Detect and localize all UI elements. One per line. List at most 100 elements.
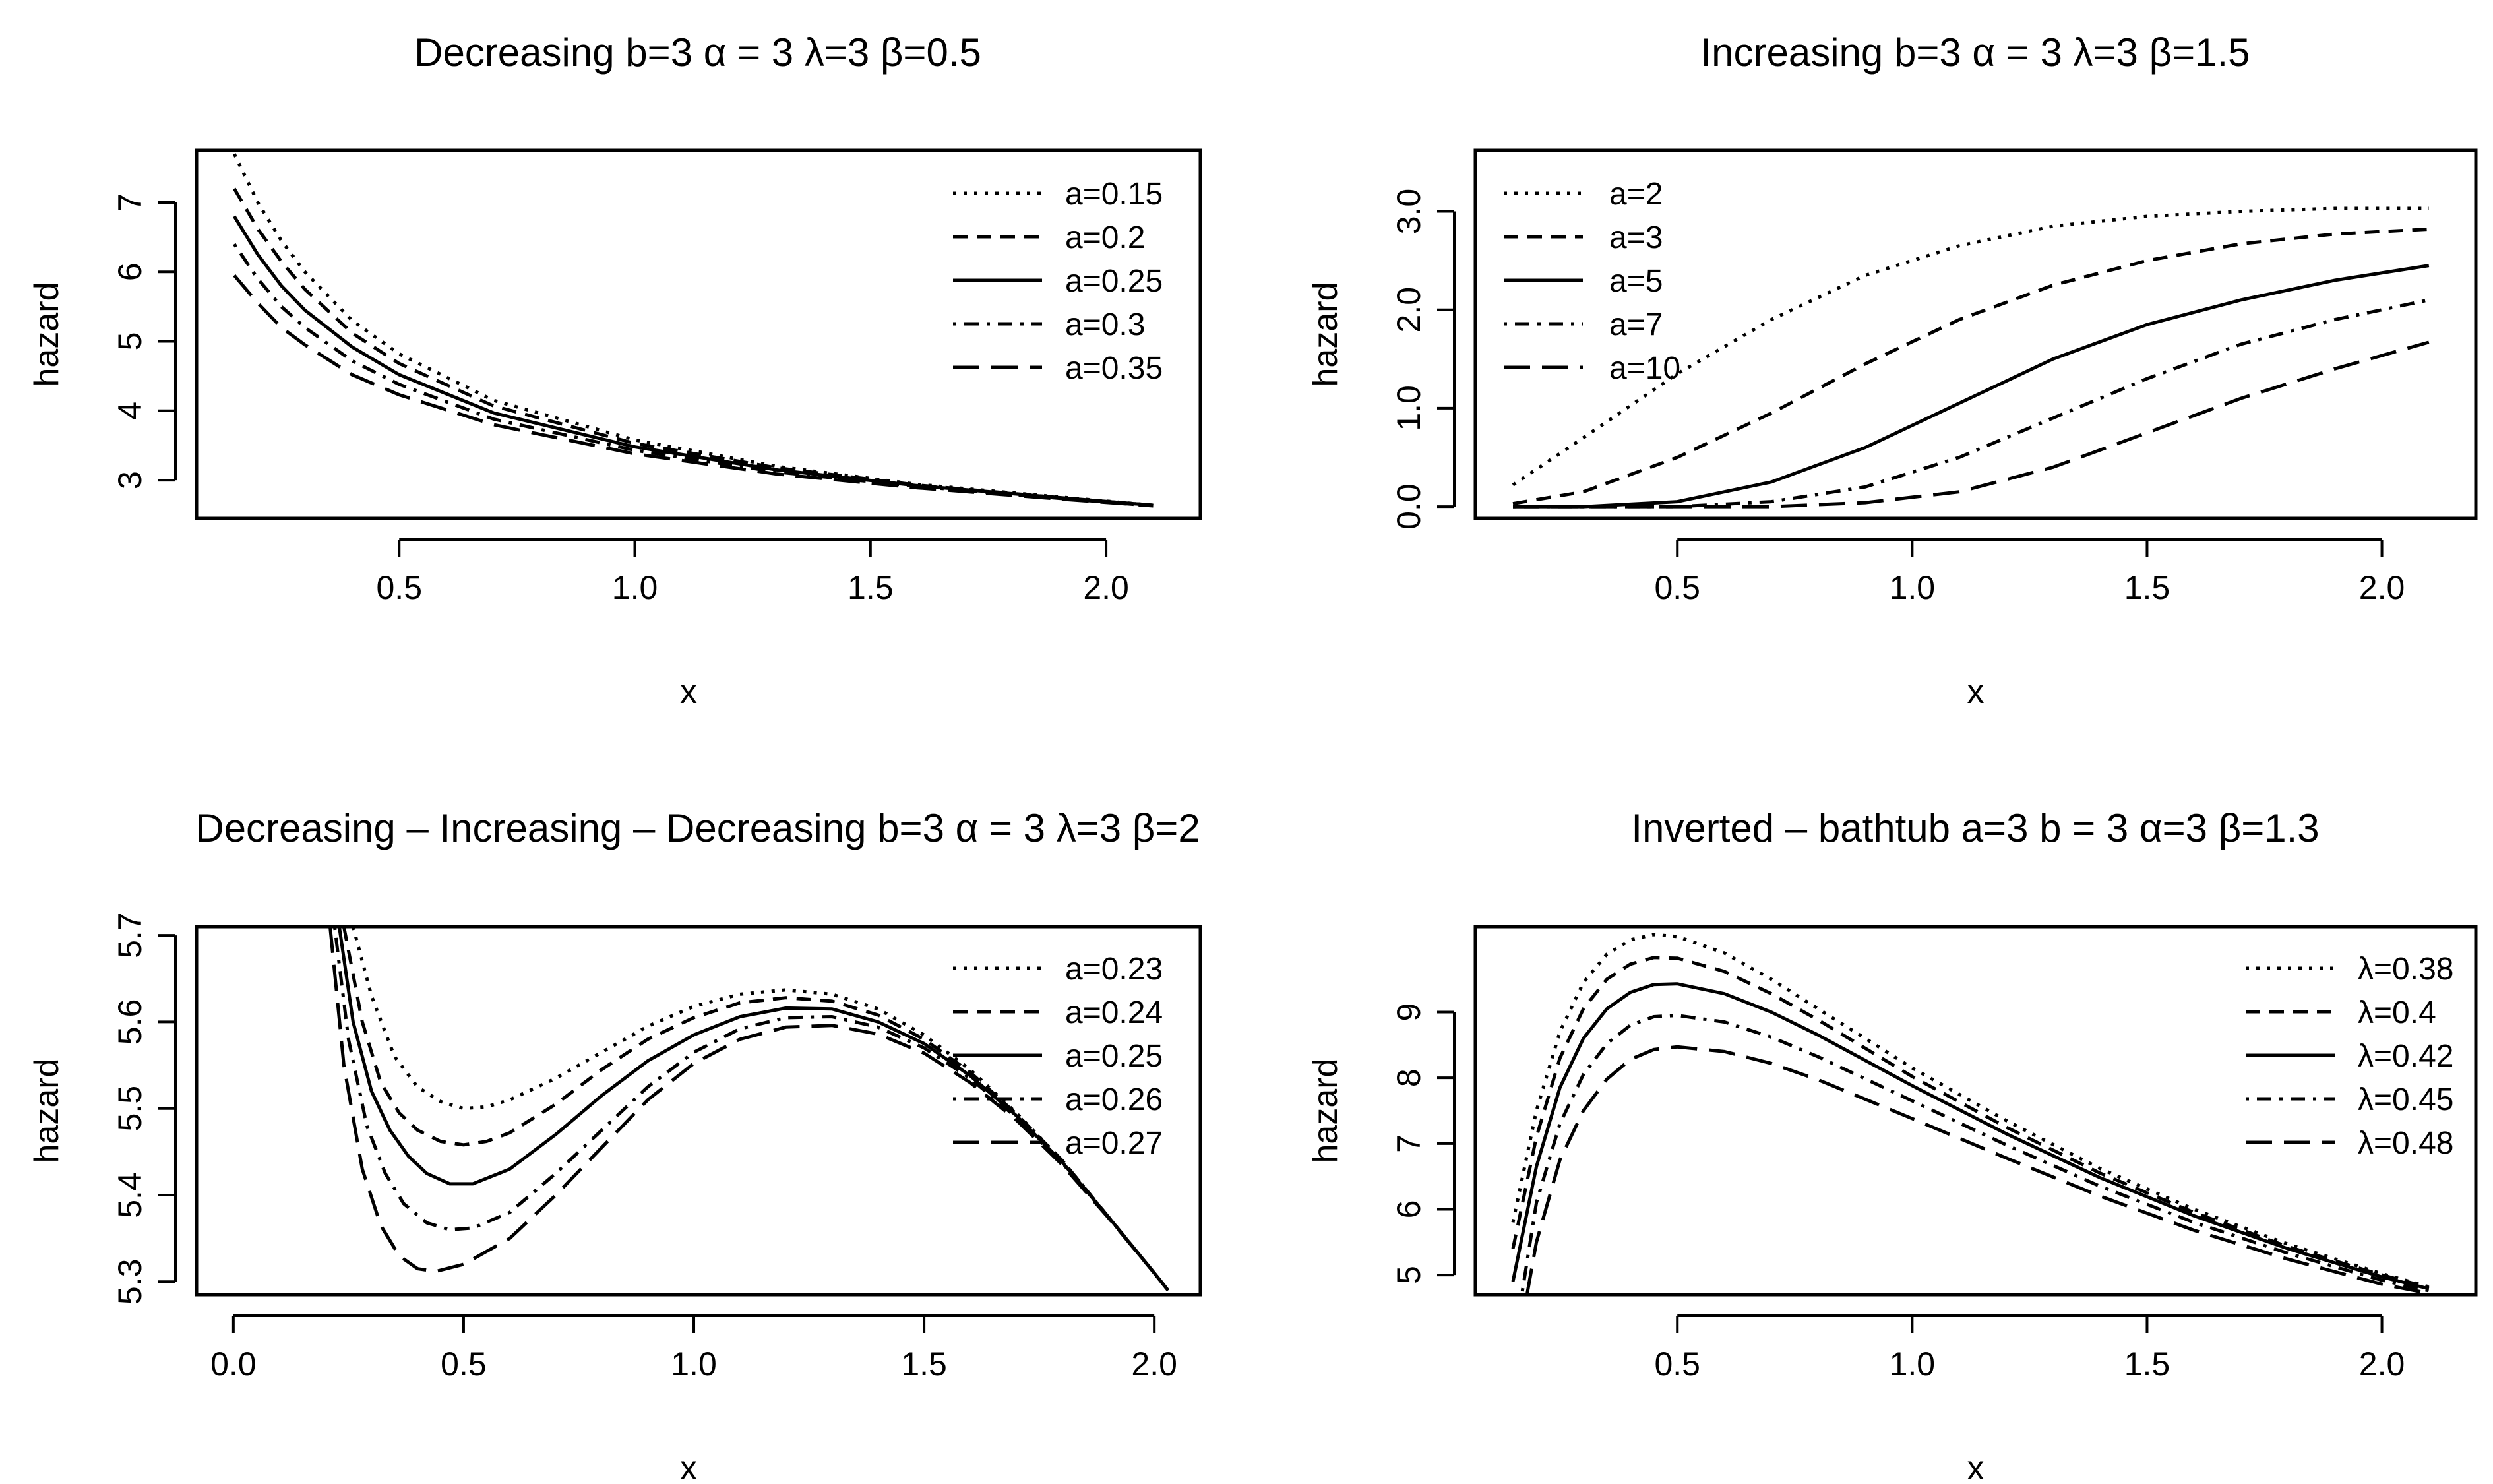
legend-label-1: a=0.15 (1065, 177, 1163, 212)
chart-title: Inverted – bathtub a=3 b = 3 α=3 β=1.3 (1631, 806, 2319, 850)
legend-label-4: a=0.3 (1065, 307, 1145, 342)
x-tick-label: 0.0 (210, 1345, 257, 1382)
y-tick-label: 5 (1390, 1266, 1427, 1284)
legend-label-2: λ=0.4 (2358, 995, 2436, 1030)
x-tick-label: 0.5 (1654, 569, 1700, 606)
series-line-1 (351, 927, 1170, 1291)
legend-label-4: a=0.26 (1065, 1082, 1163, 1117)
legend-label-3: a=0.25 (1065, 264, 1163, 299)
series-line-2 (1511, 956, 2430, 1289)
chart-title: Decreasing b=3 α = 3 λ=3 β=0.5 (414, 30, 981, 75)
plot-frame (195, 925, 1202, 1297)
series-line-2 (1512, 227, 2429, 506)
legend-label-2: a=3 (1609, 220, 1663, 255)
series-line-4 (233, 243, 1154, 508)
x-tick-label: 1.5 (2124, 1345, 2170, 1382)
y-tick-label: 0.0 (1390, 483, 1427, 530)
chart-title: Decreasing – Increasing – Decreasing b=3… (195, 806, 1200, 850)
legend: a=2 a=3 a=5 a=7 a=10 (1504, 177, 1680, 386)
x-tick-label: 1.5 (2124, 569, 2170, 606)
series-line-3 (1513, 264, 2430, 509)
legend-label-5: λ=0.48 (2358, 1126, 2453, 1161)
x-axis-label: x (680, 673, 697, 711)
x-axis-label: x (1967, 673, 1985, 711)
x-tick-label: 0.5 (377, 569, 423, 606)
y-tick-label: 4 (111, 402, 148, 420)
legend: a=0.23 a=0.24 a=0.25 a=0.26 a=0.27 (953, 952, 1163, 1161)
legend: a=0.15 a=0.2 a=0.25 a=0.3 a=0.35 (953, 177, 1163, 386)
legend-label-1: a=2 (1609, 177, 1663, 212)
panel-inverted-bathtub: Inverted – bathtub a=3 b = 3 α=3 β=1.3 0.… (1307, 806, 2478, 1484)
series-line-3 (1511, 982, 2430, 1291)
y-tick-label: 5.4 (111, 1172, 148, 1218)
y-tick-label: 5.7 (111, 912, 148, 958)
series-line-4 (1513, 298, 2430, 509)
legend-label-5: a=0.27 (1065, 1126, 1163, 1161)
series-line-3 (337, 927, 1170, 1291)
series-group (328, 927, 1170, 1291)
series-group (1511, 933, 2430, 1295)
panel-increasing: Increasing b=3 α = 3 λ=3 β=1.5 0.5 1.0 1.5 2… (1307, 30, 2478, 711)
plot-frame (195, 148, 1202, 520)
legend: λ=0.38 λ=0.4 λ=0.42 λ=0.45 λ=0.48 (2246, 952, 2453, 1161)
series-line-1 (1512, 206, 2429, 487)
y-tick-label: 3 (111, 471, 148, 489)
y-tick-label: 1.0 (1390, 385, 1427, 431)
y-axis-label: hazard (28, 282, 66, 387)
legend-label-3: a=5 (1609, 264, 1663, 299)
series-line-4 (332, 927, 1170, 1291)
y-tick-label: 8 (1390, 1068, 1427, 1087)
series-line-5 (328, 927, 1170, 1291)
x-tick-label: 2.0 (2359, 1345, 2405, 1382)
series-line-5 (233, 274, 1154, 508)
x-tick-label: 1.0 (612, 569, 658, 606)
x-tick-label: 1.0 (1890, 1345, 1936, 1382)
legend-label-3: a=0.25 (1065, 1039, 1163, 1074)
y-axis-label: hazard (28, 1059, 66, 1163)
series-line-4 (1520, 1013, 2430, 1293)
legend-label-1: a=0.23 (1065, 952, 1163, 987)
plot-frame (1473, 148, 2478, 520)
y-tick-label: 9 (1390, 1003, 1427, 1022)
series-group (1512, 206, 2430, 509)
y-axis-label: hazard (1307, 282, 1345, 387)
y-tick-label: 6 (111, 263, 148, 281)
x-tick-label: 0.5 (1654, 1345, 1700, 1382)
chart-title: Increasing b=3 α = 3 λ=3 β=1.5 (1700, 30, 2250, 75)
series-line-5 (1525, 1045, 2430, 1295)
legend-label-2: a=0.2 (1065, 220, 1145, 255)
legend-label-5: a=10 (1609, 351, 1680, 386)
y-tick-label: 7 (1390, 1134, 1427, 1153)
panel-decreasing-increasing-decreasing: Decreasing – Increasing – Decreasing b=3… (28, 806, 1202, 1484)
legend-label-4: λ=0.45 (2358, 1082, 2453, 1117)
x-axis-label: x (1967, 1449, 1985, 1484)
x-tick-label: 1.0 (671, 1345, 717, 1382)
y-tick-label: 5 (111, 332, 148, 351)
series-line-5 (1513, 340, 2430, 509)
x-tick-label: 0.5 (441, 1345, 487, 1382)
series-line-2 (233, 187, 1154, 507)
x-tick-label: 2.0 (1083, 569, 1129, 606)
x-tick-label: 2.0 (2359, 569, 2405, 606)
legend-label-5: a=0.35 (1065, 351, 1163, 386)
legend-label-4: a=7 (1609, 307, 1663, 342)
y-axis-label: hazard (1307, 1059, 1345, 1163)
y-tick-label: 2.0 (1390, 287, 1427, 333)
x-tick-label: 2.0 (1131, 1345, 1177, 1382)
y-tick-label: 5.3 (111, 1259, 148, 1305)
y-tick-label: 7 (111, 193, 148, 212)
series-group (232, 153, 1154, 508)
legend-label-2: a=0.24 (1065, 995, 1163, 1030)
legend-label-3: λ=0.42 (2358, 1039, 2453, 1074)
y-tick-label: 5.6 (111, 999, 148, 1045)
x-tick-label: 1.5 (901, 1345, 947, 1382)
panel-decreasing: Decreasing b=3 α = 3 λ=3 β=0.5 0.5 1.0 1.5 2… (28, 30, 1202, 711)
y-tick-label: 5.5 (111, 1086, 148, 1132)
x-axis-label: x (680, 1449, 697, 1484)
y-tick-label: 3.0 (1390, 189, 1427, 235)
x-tick-label: 1.5 (847, 569, 894, 606)
legend-label-1: λ=0.38 (2358, 952, 2453, 987)
plot-frame (1473, 925, 2478, 1297)
y-tick-label: 6 (1390, 1200, 1427, 1219)
